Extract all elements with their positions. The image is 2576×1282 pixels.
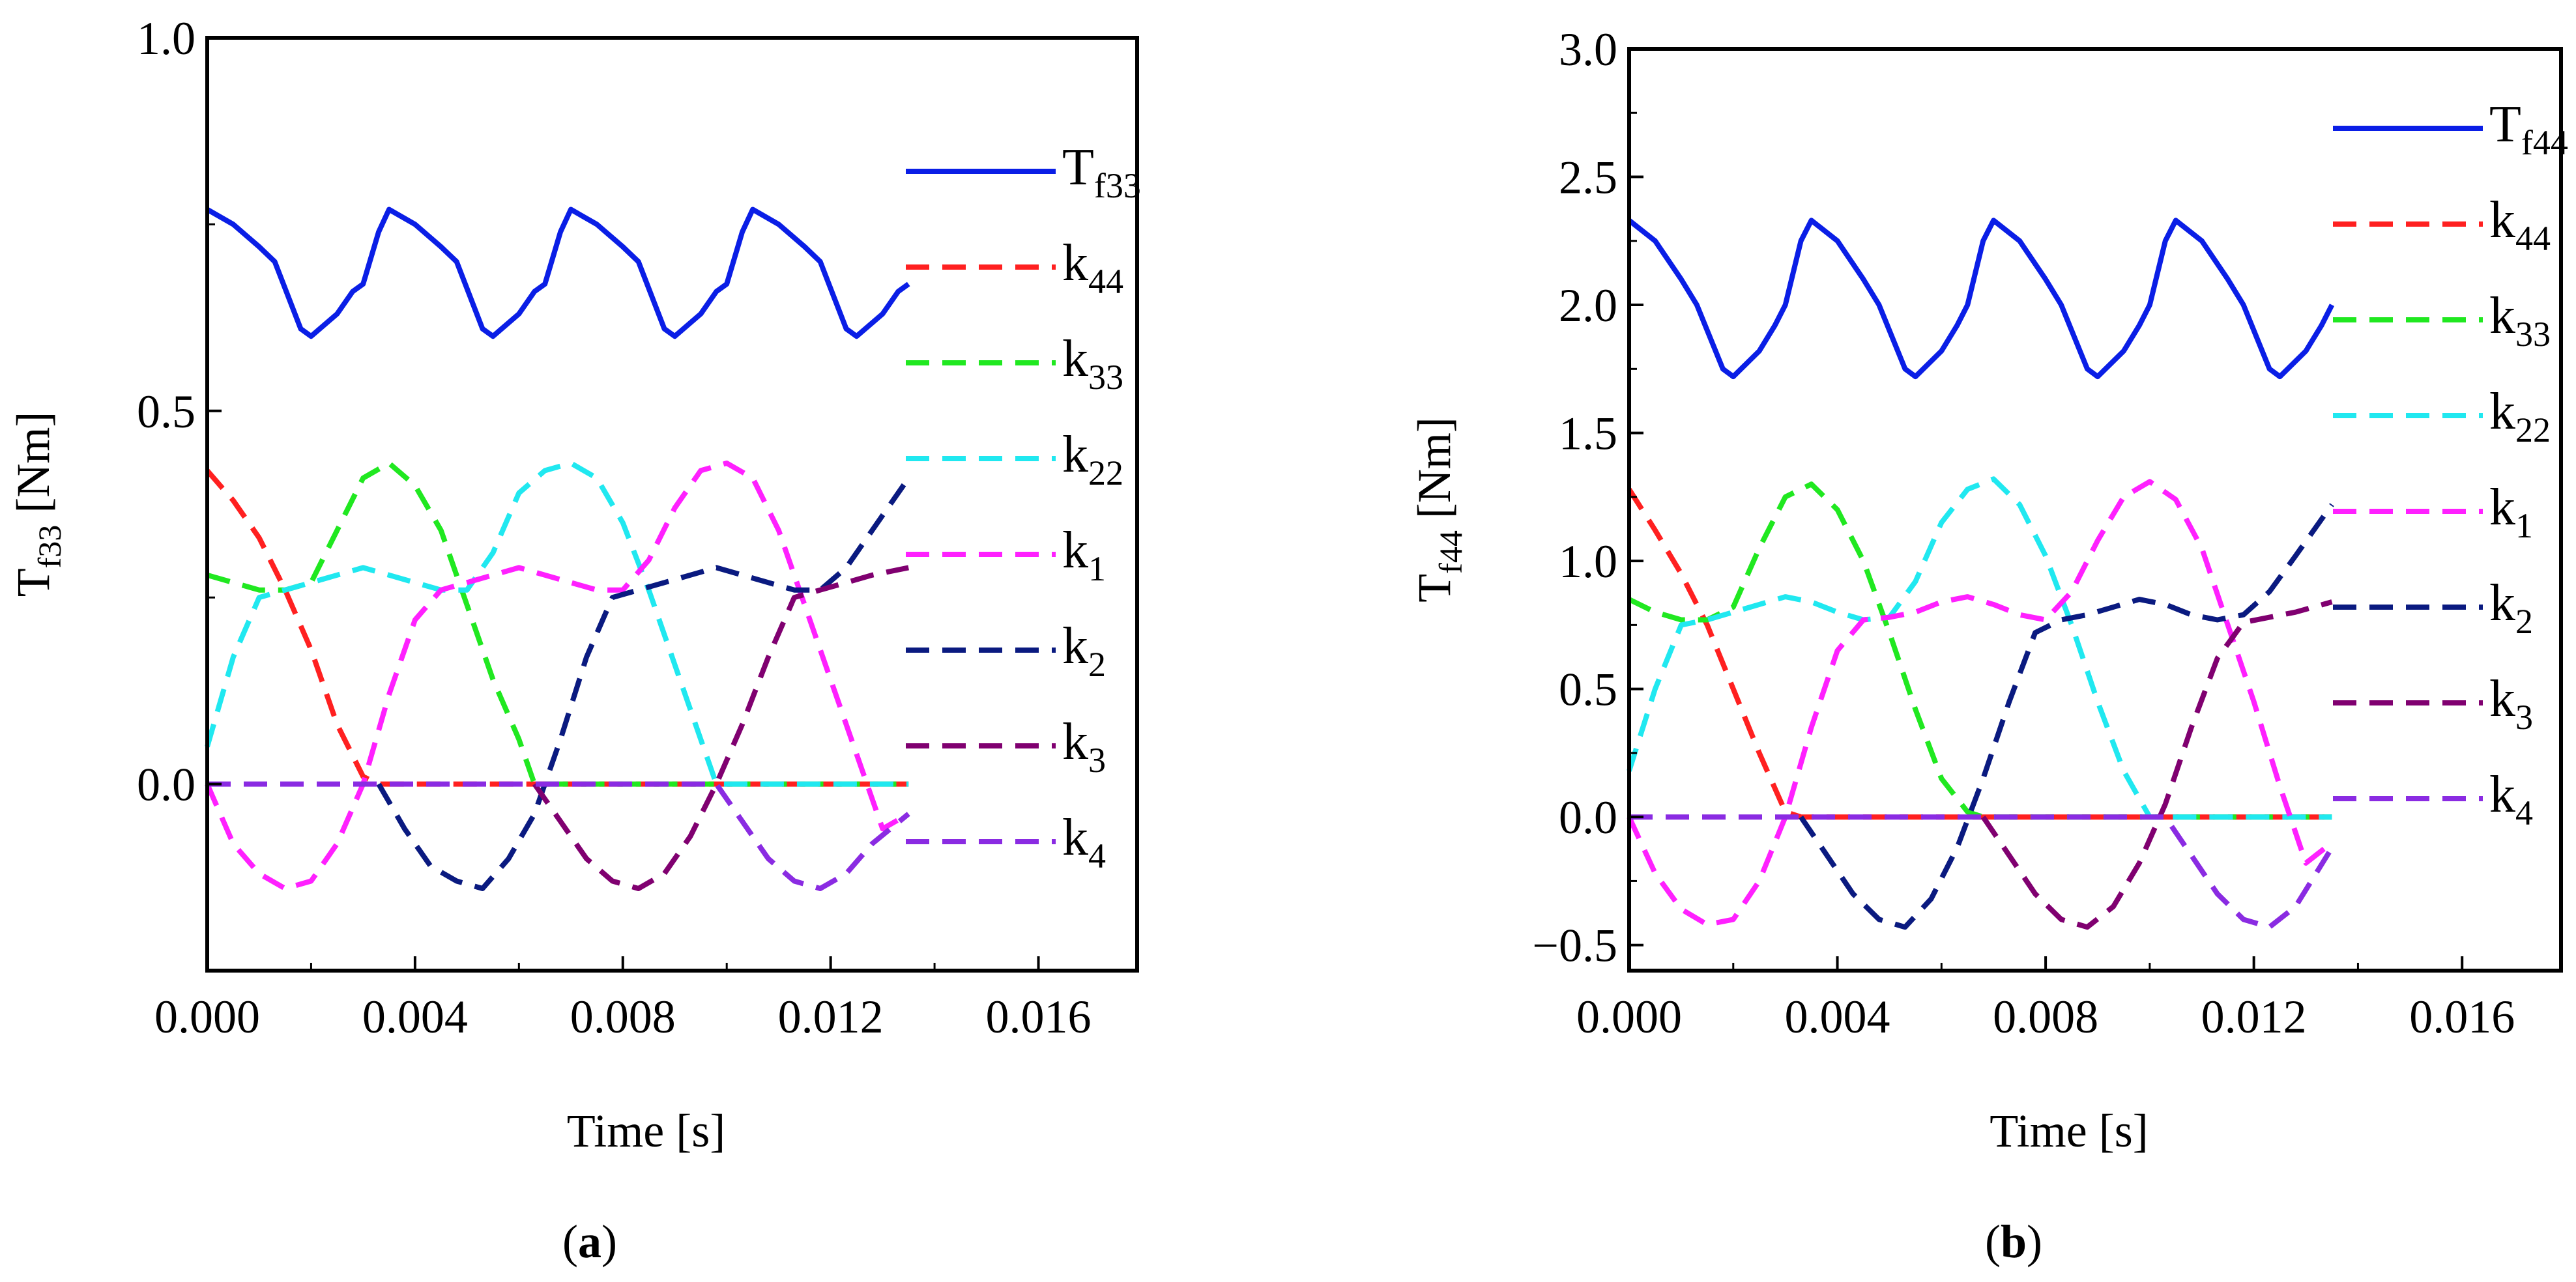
legend-label: k1: [2489, 479, 2533, 545]
series-line-k1: [1627, 479, 2334, 928]
x-axis-a: 0.000 0.004 0.008 0.012 0.016: [154, 956, 1092, 1043]
panel-caption-letter-a: a: [578, 1216, 601, 1268]
panel-b: 0.000 0.004 0.008 0.012 0.016 −0.5 0.0 0.5 1.0 1…: [1408, 23, 2568, 1268]
panel-a: 0.000 0.004 0.008 0.012 0.016 0.0 0.5 1.0 Time…: [7, 12, 1141, 1268]
y-tick-label: −0.5: [1532, 920, 1617, 972]
series-line-Tf44: [1627, 218, 2335, 380]
legend-label: Tf44: [2489, 96, 2568, 162]
legend-label: k33: [2489, 287, 2551, 354]
y-tick-label: 0.0: [1559, 791, 1617, 844]
y-axis-title-unit-b: [Nm]: [1408, 417, 1460, 530]
legend-label: k44: [1062, 235, 1123, 301]
y-tick-label: 3.0: [1559, 23, 1617, 76]
series-line-Tf33: [206, 207, 910, 339]
series-line-k22: [205, 461, 909, 787]
series-line-k22: [1627, 476, 2332, 820]
legend-label: k22: [2489, 383, 2551, 449]
legend-a: Tf33 k44 k33 k22 k1 k2 k3 k4: [906, 139, 1141, 876]
plot-area-b: [1627, 218, 2335, 930]
y-tick-label: 1.0: [1559, 535, 1617, 588]
y-axis-title-sub-b: f44: [1432, 530, 1469, 574]
y-axis-title-unit-a: [Nm]: [7, 412, 59, 525]
legend-label: k1: [1062, 522, 1106, 588]
y-tick-label: 2.5: [1559, 152, 1617, 204]
x-tick-label: 0.016: [2409, 991, 2515, 1043]
y-axis-title-a: Tf33 [Nm]: [7, 412, 68, 597]
x-tick-label: 0.012: [778, 991, 884, 1043]
series-line-k2: [1799, 503, 2334, 930]
y-axis-title-sub-a: f33: [31, 525, 68, 569]
x-tick-label: 0.000: [154, 991, 260, 1043]
legend-label: Tf33: [1062, 139, 1141, 205]
legend-label: k22: [1062, 426, 1123, 492]
legend-label: k33: [1062, 330, 1123, 397]
y-tick-label: 0.5: [1559, 664, 1617, 716]
y-axis-b: −0.5 0.0 0.5 1.0 1.5 2.0 2.5 3.0: [1532, 23, 1643, 972]
panel-caption-letter-b: b: [2001, 1216, 2027, 1268]
series-line-k1: [205, 461, 910, 891]
y-tick-label: 2.0: [1559, 279, 1617, 332]
y-axis-title-base-b: T: [1408, 574, 1460, 603]
y-tick-label: 0.5: [137, 386, 195, 438]
series-line-k33: [1628, 481, 2332, 820]
legend-label: k4: [1062, 809, 1106, 876]
legend-label: k2: [1062, 618, 1106, 684]
x-axis-b: 0.000 0.004 0.008 0.012 0.016: [1576, 956, 2515, 1043]
series-line-k4: [207, 781, 910, 891]
plot-frame-b: [1627, 47, 2563, 973]
series-line-k4: [1629, 814, 2334, 930]
panel-caption-b: (b): [1985, 1216, 2042, 1268]
x-tick-label: 0.016: [986, 991, 1092, 1043]
y-tick-label: 1.0: [137, 12, 195, 64]
x-tick-label: 0.004: [1785, 991, 1890, 1043]
panel-caption-a: (a): [562, 1216, 617, 1268]
legend-label: k4: [2489, 766, 2533, 833]
legend-label: k3: [2489, 670, 2533, 737]
y-axis-title-base-a: T: [7, 568, 59, 597]
series-line-k3: [1980, 599, 2333, 930]
x-tick-label: 0.000: [1576, 991, 1682, 1043]
plot-frame-a: [205, 36, 1139, 973]
x-tick-label: 0.012: [2201, 991, 2307, 1043]
y-axis-title-b: Tf44 [Nm]: [1408, 417, 1469, 603]
y-tick-label: 1.5: [1559, 408, 1617, 460]
series-line-k44: [205, 468, 909, 787]
x-tick-label: 0.008: [1993, 991, 2098, 1043]
x-tick-label: 0.004: [362, 991, 468, 1043]
x-axis-title-b: Time [s]: [1990, 1105, 2148, 1157]
y-axis-a: 0.0 0.5 1.0: [137, 12, 222, 811]
plot-area-a: [205, 207, 911, 891]
y-tick-label: 0.0: [137, 759, 195, 811]
legend-label: k3: [1062, 713, 1106, 780]
legend-b: Tf44 k44 k33 k22 k1 k2 k3 k4: [2333, 96, 2568, 833]
x-axis-title-a: Time [s]: [567, 1105, 725, 1157]
series-line-k33: [206, 461, 909, 787]
series-line-k44: [1627, 487, 2332, 820]
series-line-k3: [532, 565, 910, 891]
legend-label: k44: [2489, 192, 2551, 258]
legend-label: k2: [2489, 575, 2533, 641]
series-line-k2: [376, 476, 911, 891]
x-tick-label: 0.008: [570, 991, 676, 1043]
